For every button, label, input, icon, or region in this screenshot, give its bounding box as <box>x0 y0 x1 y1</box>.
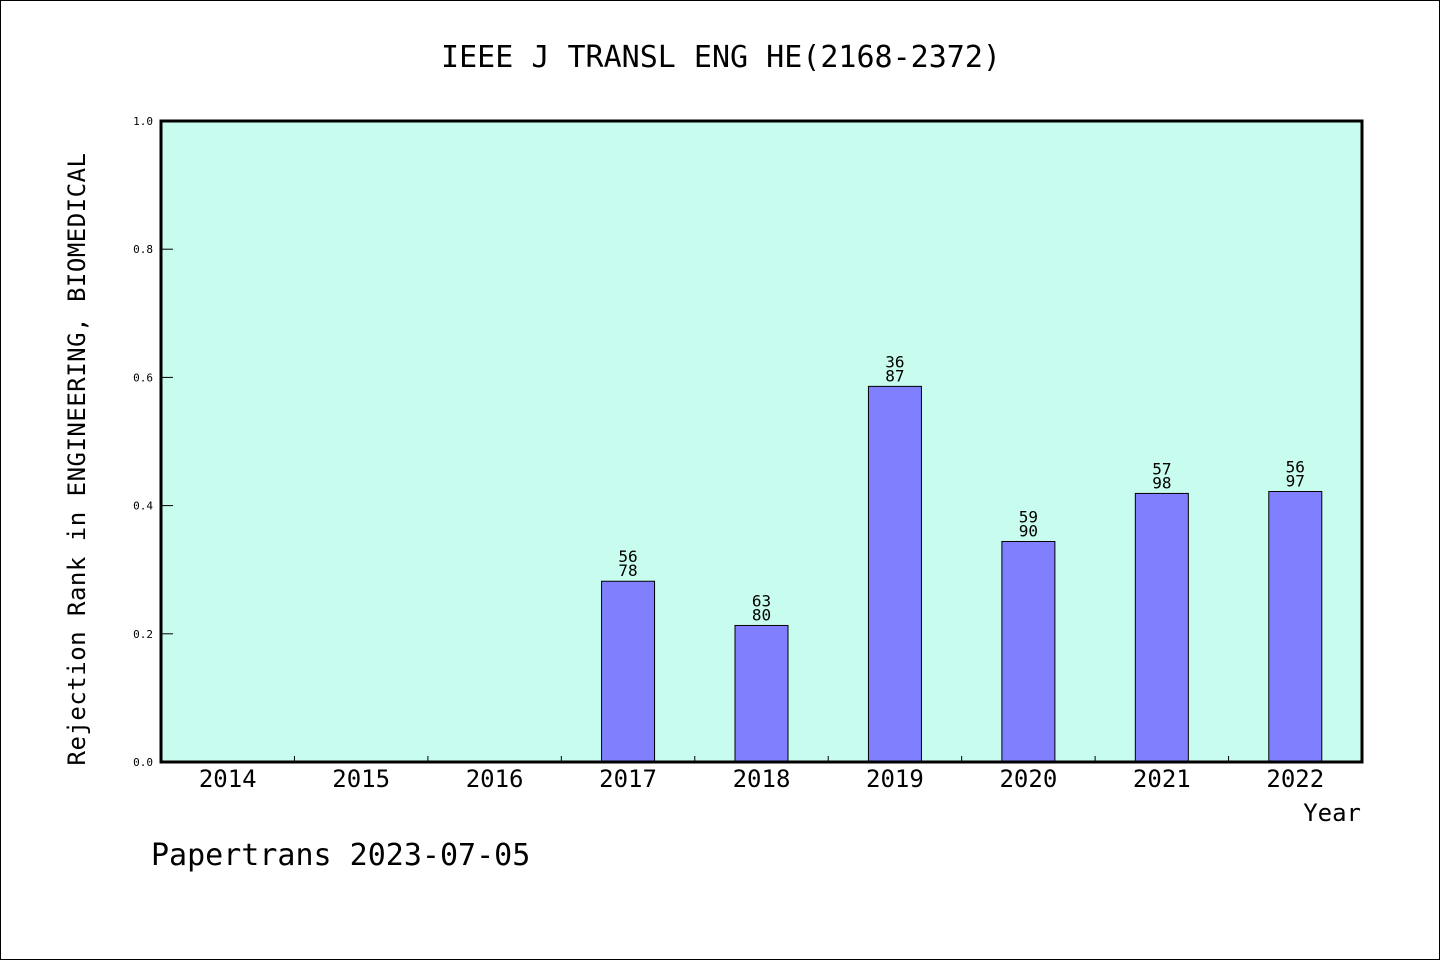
y-tick-label: 0.6 <box>133 371 153 384</box>
y-tick-label: 0.4 <box>133 500 153 513</box>
chart-title: IEEE J TRANSL ENG HE(2168-2372) <box>441 40 1001 75</box>
bar-label-rank: 56 <box>1286 457 1305 476</box>
bar-2019 <box>867 385 922 763</box>
bars-group <box>601 385 1323 763</box>
bar-2018 <box>734 624 789 763</box>
x-axis-label: Year <box>1303 799 1361 827</box>
bar-label-total: 78 <box>618 561 637 580</box>
bar-2017 <box>601 580 656 763</box>
bar-label-total: 90 <box>1019 521 1038 540</box>
bar-2021 <box>1134 492 1189 763</box>
bar-label-rank: 56 <box>618 547 637 566</box>
x-tick-label: 2020 <box>999 765 1057 793</box>
x-tick-label: 2022 <box>1266 765 1324 793</box>
bar-label-total: 98 <box>1152 473 1171 492</box>
y-axis-ticks: 0.0 0.2 0.4 0.6 0.8 1.0 <box>133 115 173 769</box>
x-tick-label: 2017 <box>599 765 657 793</box>
bar-label-total: 87 <box>885 366 904 385</box>
bar-label-rank: 57 <box>1152 459 1171 478</box>
y-axis-label: Rejection Rank in ENGINEERING, BIOMEDICA… <box>63 153 91 766</box>
bar-label-rank: 59 <box>1019 507 1038 526</box>
bar-label-rank: 36 <box>885 352 904 371</box>
x-tick-label: 2018 <box>733 765 791 793</box>
x-tick-label: 2021 <box>1133 765 1191 793</box>
x-tick-label: 2015 <box>332 765 390 793</box>
footer-credit: Papertrans 2023-07-05 <box>151 838 530 873</box>
x-tick-label: 2016 <box>466 765 524 793</box>
x-tick-label: 2019 <box>866 765 924 793</box>
y-tick-label: 0.2 <box>133 628 153 641</box>
y-tick-label: 1.0 <box>133 115 153 128</box>
plot-border <box>159 119 1364 764</box>
x-axis-ticks: 2014 2015 2016 2017 2018 2019 2020 2021 2022 <box>199 756 1324 793</box>
bar-2022 <box>1268 490 1323 763</box>
bar-label-total: 80 <box>752 605 771 624</box>
x-tick-label: 2014 <box>199 765 257 793</box>
bar-label-rank: 63 <box>752 591 771 610</box>
y-tick-label: 0.0 <box>133 756 153 769</box>
bar-2020 <box>1001 540 1056 763</box>
bar-label-total: 97 <box>1286 471 1305 490</box>
y-tick-label: 0.8 <box>133 243 153 256</box>
